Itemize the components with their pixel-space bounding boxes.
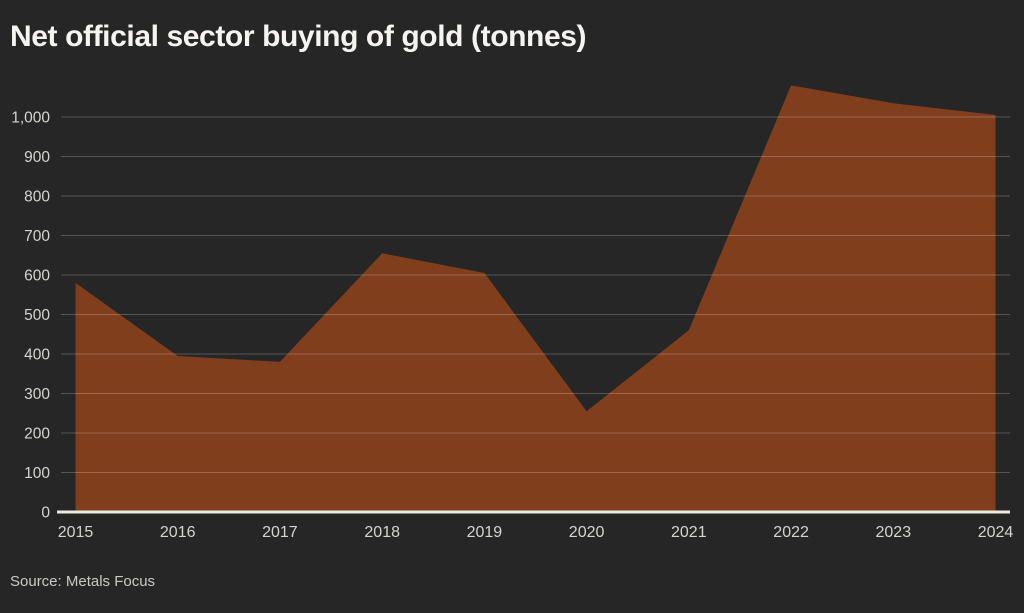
y-tick-label: 800 [24, 189, 50, 206]
x-tick-label: 2015 [58, 524, 94, 541]
x-tick-label: 2018 [364, 524, 400, 541]
x-tick-label: 2017 [262, 524, 298, 541]
gold-buying-area-series [75, 85, 996, 513]
y-tick-label: 1,000 [11, 110, 50, 127]
y-tick-label: 500 [24, 307, 50, 324]
y-tick-label: 0 [41, 505, 50, 522]
y-tick-label: 900 [24, 149, 50, 166]
x-tick-label: 2016 [160, 524, 196, 541]
source-note: Source: Metals Focus [10, 573, 156, 590]
y-tick-label: 200 [24, 426, 50, 443]
chart-title: Net official sector buying of gold (tonn… [10, 20, 587, 53]
y-tick-label: 400 [24, 347, 50, 364]
x-tick-label: 2022 [773, 524, 809, 541]
x-tick-label: 2020 [569, 524, 605, 541]
y-tick-label: 100 [24, 465, 50, 482]
x-tick-label: 2019 [467, 524, 503, 541]
y-tick-label: 300 [24, 386, 50, 403]
y-tick-label: 600 [24, 268, 50, 285]
x-tick-label: 2021 [671, 524, 707, 541]
x-tick-label: 2024 [978, 524, 1014, 541]
y-tick-label: 700 [24, 228, 50, 245]
x-tick-label: 2023 [876, 524, 912, 541]
